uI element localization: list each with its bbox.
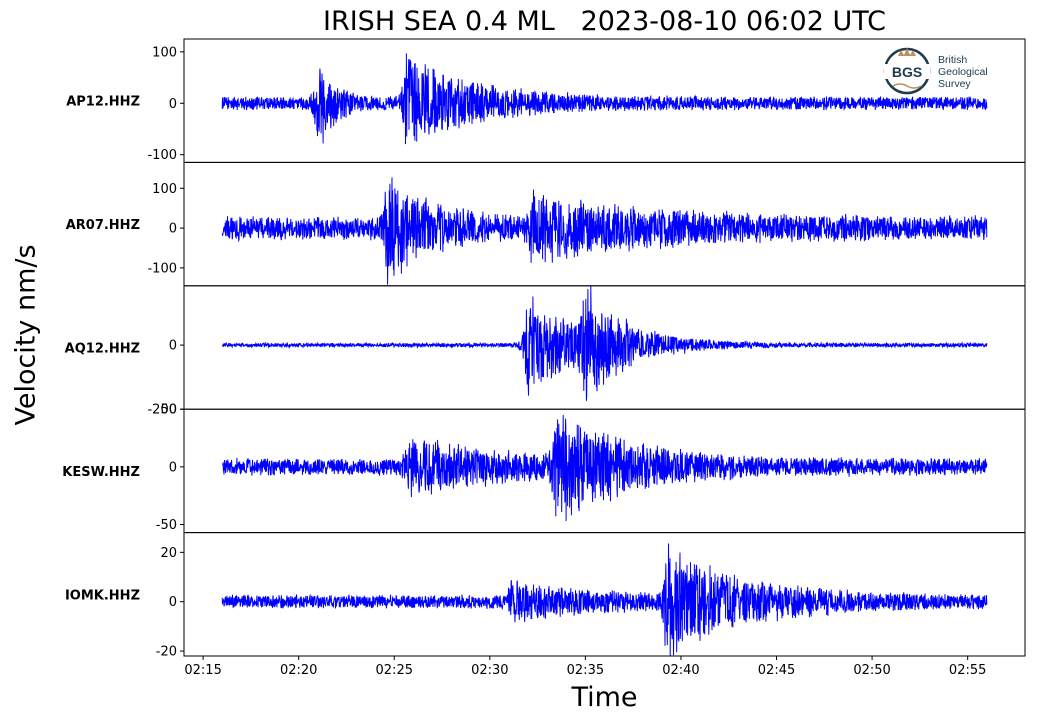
bgs-logo: BGS British Geological Survey: [883, 47, 988, 95]
x-tick-label: 02:25: [376, 663, 413, 678]
y-tick-label: -20: [156, 645, 177, 660]
x-tick-label: 02:20: [280, 663, 317, 678]
logo-emblem: BGS: [883, 47, 931, 95]
x-tick-label: 02:40: [662, 663, 699, 678]
station-label: IOMK.HHZ: [65, 588, 140, 603]
x-axis-label: Time: [571, 682, 638, 713]
x-tick-label: 02:35: [567, 663, 604, 678]
logo-abbr: BGS: [892, 64, 922, 80]
logo-band: [884, 64, 930, 79]
station-label: KESW.HHZ: [62, 465, 140, 480]
y-tick-label: 20: [160, 546, 177, 561]
y-tick-label: 0: [169, 339, 177, 354]
logo-crown-icon: [898, 48, 916, 56]
y-tick-label: 0: [169, 595, 177, 610]
x-tick-label: 02:55: [949, 663, 986, 678]
logo-wave-icon: [892, 83, 922, 89]
traces-layer: [221, 53, 988, 656]
ticks-layer: AP12.HHZ 100 0 -100 AR07.HHZ 100 0 -100 AQ12.HHZ…: [62, 45, 986, 678]
station-label: AR07.HHZ: [66, 218, 140, 233]
x-tick-label: 02:50: [853, 663, 890, 678]
panel-frame-5: [183, 532, 1026, 657]
x-tick-label: 02:30: [471, 663, 508, 678]
y-tick-label: 0: [169, 460, 177, 475]
trace-ap12-hhz: [221, 53, 988, 145]
y-tick-label: -100: [147, 261, 177, 276]
chart-title: IRISH SEA 0.4 ML 2023-08-10 06:02 UTC: [323, 6, 886, 37]
station-label: AP12.HHZ: [66, 95, 140, 110]
y-tick-label: -100: [147, 148, 177, 163]
station-label: AQ12.HHZ: [65, 342, 140, 357]
logo-line-3: Survey: [938, 78, 971, 90]
y-tick-label: -50: [156, 518, 177, 533]
logo-line-2: Geological: [938, 66, 988, 78]
trace-ar07-hhz: [221, 177, 988, 285]
y-tick-label: 0: [169, 222, 177, 237]
y-tick-label: -200: [147, 403, 177, 418]
y-tick-label: 100: [152, 45, 177, 60]
trace-iomk-hhz: [221, 543, 988, 656]
y-tick-label: 0: [169, 97, 177, 112]
frames-layer: [183, 38, 1026, 657]
x-tick-label: 02:15: [184, 663, 221, 678]
trace-aq12-hhz: [221, 285, 988, 401]
trace-kesw-hhz: [221, 414, 988, 522]
y-tick-label: 50: [160, 403, 177, 418]
x-tick-label: 02:45: [758, 663, 795, 678]
y-tick-label: 100: [152, 182, 177, 197]
logo-line-1: British: [938, 54, 967, 66]
